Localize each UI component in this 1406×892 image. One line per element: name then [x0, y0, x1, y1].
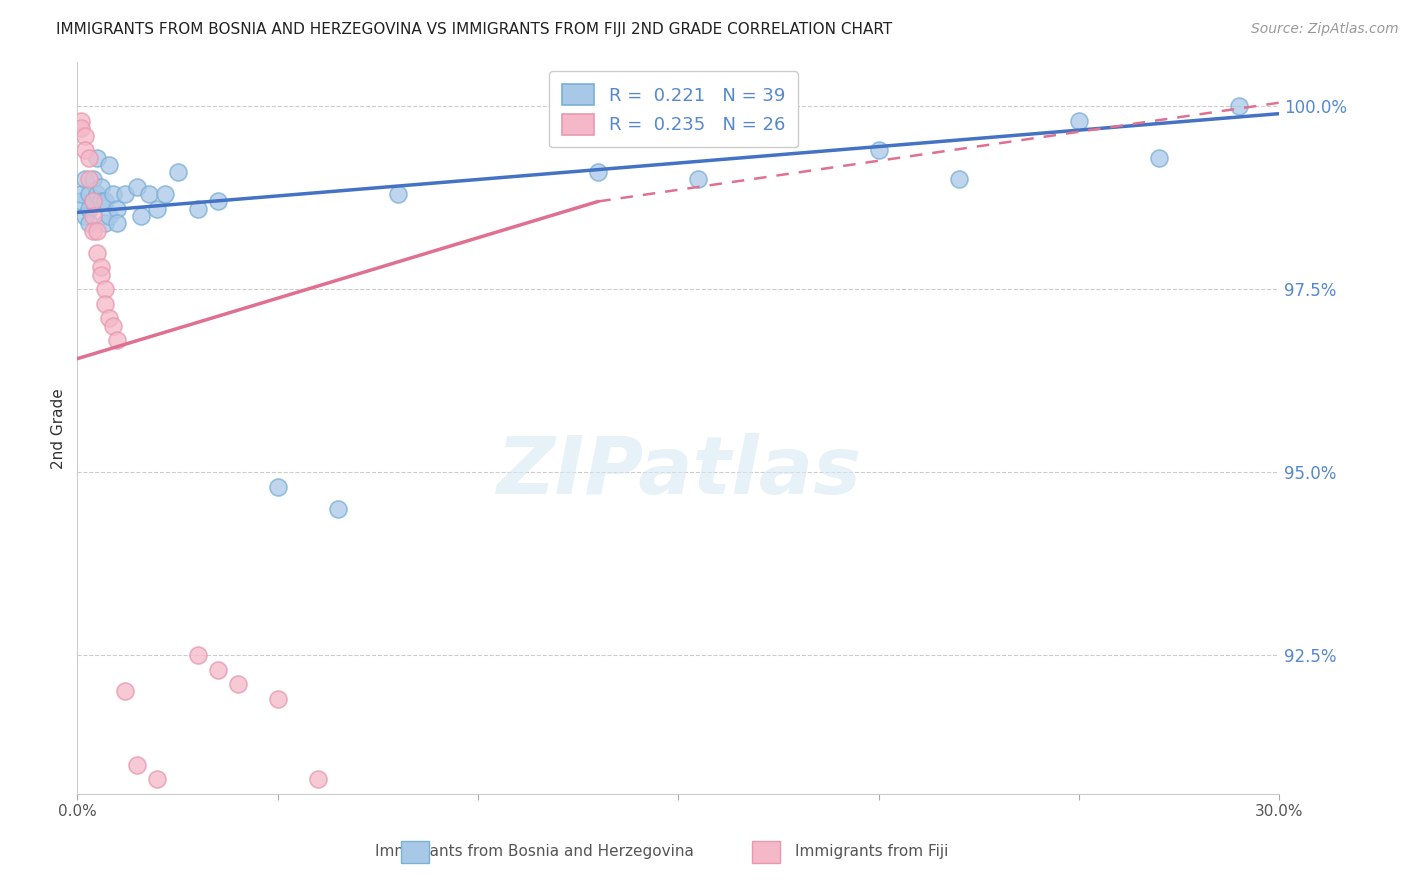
Point — [82, 172, 104, 186]
Point — [1149, 151, 1171, 165]
Point — [86, 224, 108, 238]
Point — [107, 202, 129, 216]
Point — [70, 114, 93, 128]
Y-axis label: 2nd Grade: 2nd Grade — [51, 388, 66, 468]
Point — [90, 194, 112, 209]
Point — [75, 128, 97, 143]
Point — [90, 260, 112, 275]
Point — [948, 172, 970, 186]
Point — [98, 311, 121, 326]
Point — [79, 187, 101, 202]
Point — [1069, 114, 1091, 128]
Point — [90, 268, 112, 282]
Point — [226, 677, 249, 691]
Text: Source: ZipAtlas.com: Source: ZipAtlas.com — [1251, 22, 1399, 37]
Point — [307, 772, 329, 787]
Point — [114, 684, 136, 698]
Point — [267, 480, 290, 494]
Point — [98, 158, 121, 172]
Point — [688, 172, 710, 186]
Text: IMMIGRANTS FROM BOSNIA AND HERZEGOVINA VS IMMIGRANTS FROM FIJI 2ND GRADE CORRELA: IMMIGRANTS FROM BOSNIA AND HERZEGOVINA V… — [56, 22, 893, 37]
Point — [146, 772, 169, 787]
Point — [131, 209, 153, 223]
Point — [94, 282, 117, 296]
Point — [326, 501, 349, 516]
Point — [868, 143, 890, 157]
Point — [98, 209, 121, 223]
Point — [79, 172, 101, 186]
Text: Immigrants from Bosnia and Herzegovina: Immigrants from Bosnia and Herzegovina — [375, 845, 693, 859]
Point — [86, 151, 108, 165]
Point — [90, 179, 112, 194]
Point — [70, 187, 93, 202]
Point — [127, 757, 149, 772]
Point — [94, 297, 117, 311]
Point — [114, 187, 136, 202]
Point — [187, 202, 209, 216]
Point — [79, 151, 101, 165]
Point — [1229, 99, 1251, 113]
Point — [146, 202, 169, 216]
Point — [79, 216, 101, 230]
Point — [107, 216, 129, 230]
Point — [138, 187, 160, 202]
Point — [75, 143, 97, 157]
Point — [70, 121, 93, 136]
Point — [75, 209, 97, 223]
Point — [207, 663, 229, 677]
Point — [86, 245, 108, 260]
Text: Immigrants from Fiji: Immigrants from Fiji — [794, 845, 949, 859]
Legend: R =  0.221   N = 39, R =  0.235   N = 26: R = 0.221 N = 39, R = 0.235 N = 26 — [550, 71, 797, 147]
Point — [155, 187, 177, 202]
Point — [207, 194, 229, 209]
Point — [82, 224, 104, 238]
Point — [94, 216, 117, 230]
Point — [107, 334, 129, 348]
Point — [127, 179, 149, 194]
Point — [187, 648, 209, 662]
Point — [75, 172, 97, 186]
Point — [103, 187, 125, 202]
Point — [94, 194, 117, 209]
Point — [82, 194, 104, 209]
Point — [79, 202, 101, 216]
Point — [267, 691, 290, 706]
Point — [82, 209, 104, 223]
Point — [166, 165, 188, 179]
Point — [387, 187, 409, 202]
Point — [82, 194, 104, 209]
Point — [86, 187, 108, 202]
Text: ZIPatlas: ZIPatlas — [496, 433, 860, 511]
Point — [588, 165, 610, 179]
Point — [103, 318, 125, 333]
Point — [70, 194, 93, 209]
